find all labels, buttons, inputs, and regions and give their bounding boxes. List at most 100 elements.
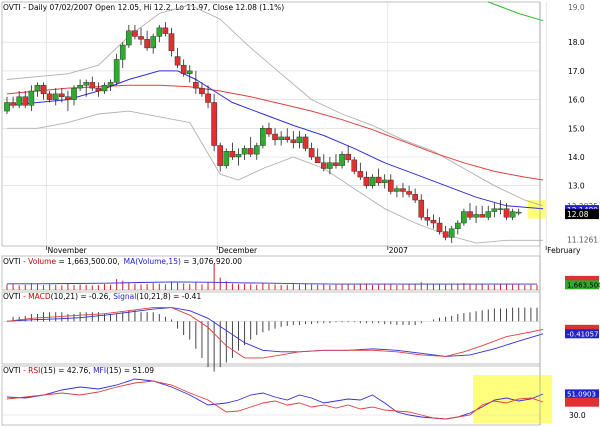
price-tag-close: 12.08 bbox=[565, 209, 599, 220]
candle-body-16 bbox=[101, 85, 108, 92]
rsi-header-symbol: OVTI bbox=[3, 366, 21, 375]
candle-body-44 bbox=[272, 133, 278, 140]
candle-body-39 bbox=[241, 148, 248, 155]
price-y-tick-label-4: 14.0 bbox=[568, 153, 585, 162]
candle-body-48 bbox=[296, 136, 303, 143]
candle-body-20 bbox=[126, 30, 132, 46]
candle-body-21 bbox=[132, 30, 138, 37]
rsi-header-params: (15) bbox=[40, 366, 55, 375]
x-axis-label-november: November bbox=[48, 246, 88, 255]
price-y-tick-label-0: 18.0 bbox=[568, 38, 585, 47]
candle-body-40 bbox=[247, 148, 254, 155]
candle-body-62 bbox=[381, 179, 388, 184]
candle-body-65 bbox=[400, 188, 406, 192]
candle-body-15 bbox=[95, 87, 102, 92]
candle-body-34 bbox=[211, 102, 217, 146]
candle-body-0 bbox=[4, 102, 10, 112]
candle-body-78 bbox=[479, 214, 485, 218]
price-panel-header: OVTI - Daily 07/02/2007 Open 12.05, Hi 1… bbox=[3, 3, 284, 12]
candle-body-29 bbox=[180, 64, 187, 74]
price-y-tick-label-3: 15.0 bbox=[568, 124, 585, 133]
candle-body-63 bbox=[387, 179, 394, 192]
mfi-tag-text: 51.0903 bbox=[567, 390, 596, 398]
candle-body-4 bbox=[28, 90, 35, 106]
price-highlight-box bbox=[527, 200, 547, 219]
volume-header-value: = 1,663,500.00, bbox=[56, 257, 120, 266]
candle-body-18 bbox=[113, 59, 120, 83]
signal-header-value: = -0.41 bbox=[171, 292, 202, 301]
candle-body-37 bbox=[229, 151, 236, 158]
candle-body-49 bbox=[302, 136, 309, 149]
x-axis-label-december: December bbox=[218, 246, 258, 255]
macd-header-value: = -0.26, bbox=[78, 292, 113, 301]
candle-body-24 bbox=[150, 36, 157, 49]
candle-body-36 bbox=[223, 151, 230, 166]
candle-body-42 bbox=[260, 128, 266, 146]
volume-ma-value: = 3,076,920.00 bbox=[181, 257, 242, 266]
mfi-line bbox=[6, 378, 544, 420]
candle-body-51 bbox=[314, 156, 321, 163]
candle-body-84 bbox=[515, 211, 522, 214]
candle-body-77 bbox=[473, 214, 479, 218]
price-header-info: - Daily 07/02/2007 Open 12.05, Hi 12.2, … bbox=[21, 3, 285, 12]
candle-body-2 bbox=[16, 96, 22, 106]
candle-body-57 bbox=[351, 159, 358, 172]
candle-body-23 bbox=[144, 39, 150, 49]
volume-ma-label: MA(Volume,15) bbox=[124, 257, 181, 266]
mfi-header-value: = 51.09 bbox=[121, 366, 154, 375]
candle-body-80 bbox=[491, 208, 498, 212]
candle-body-22 bbox=[138, 36, 144, 40]
candle-body-26 bbox=[162, 27, 169, 34]
x-axis-label-2007: 2007 bbox=[389, 246, 408, 255]
signal-header-params: (10,21,8) bbox=[136, 292, 171, 301]
candle-body-3 bbox=[22, 96, 29, 106]
candle-body-70 bbox=[430, 219, 437, 224]
candle-body-6 bbox=[40, 85, 47, 95]
candle-body-58 bbox=[357, 171, 364, 178]
candle-body-73 bbox=[448, 228, 455, 238]
candle-body-59 bbox=[363, 176, 370, 186]
rsi-y-tick-30: 30.0 bbox=[569, 411, 586, 420]
candle-body-33 bbox=[205, 93, 211, 103]
candle-body-31 bbox=[193, 82, 199, 89]
candle-body-19 bbox=[119, 44, 126, 60]
volume-header-label: - Volume bbox=[21, 257, 57, 266]
candle-body-8 bbox=[52, 93, 59, 100]
candle-body-74 bbox=[455, 222, 461, 229]
candle-body-13 bbox=[83, 82, 89, 86]
candle-body-71 bbox=[436, 222, 443, 232]
candle-body-45 bbox=[278, 136, 284, 140]
candle-body-35 bbox=[217, 145, 224, 166]
candle-body-66 bbox=[406, 191, 412, 195]
x-axis-label-february: February bbox=[547, 246, 581, 255]
candle-body-67 bbox=[412, 194, 418, 201]
candle-body-50 bbox=[308, 148, 315, 158]
price-tag-close-text: 12.08 bbox=[567, 210, 589, 219]
candle-body-76 bbox=[467, 211, 473, 218]
price-tag-bb-lower-text: 11.1261 bbox=[567, 235, 598, 244]
macd-panel-header: OVTI - MACD(10,21) = -0.26, Signal(10,21… bbox=[3, 292, 201, 301]
rsi-panel-header: OVTI - RSI(15) = 42.76, MFI(15) = 51.09 bbox=[3, 366, 154, 375]
candle-body-30 bbox=[186, 70, 193, 74]
candle-body-68 bbox=[418, 199, 425, 218]
price-header-symbol: OVTI bbox=[3, 3, 21, 12]
macd-tag-signal-text: -0.41057 bbox=[567, 330, 598, 338]
chart-marks: 18.0 17.0 16.0 15.0 14.0 13.0 bbox=[1, 1, 585, 426]
candle-body-1 bbox=[10, 102, 16, 106]
volume-tag-value-text: 1,663,500 bbox=[567, 281, 600, 289]
macd-header-label: - MACD bbox=[21, 292, 51, 301]
candle-body-10 bbox=[65, 96, 71, 100]
rsi-highlight-box bbox=[473, 375, 553, 423]
macd-header-params: (10,21) bbox=[51, 292, 78, 301]
candle-body-43 bbox=[266, 128, 272, 135]
price-tag-bb-lower: 11.1261 bbox=[565, 234, 599, 245]
candle-body-28 bbox=[174, 56, 181, 66]
candle-body-11 bbox=[71, 87, 77, 100]
candle-body-56 bbox=[345, 153, 351, 161]
candle-body-60 bbox=[369, 176, 376, 186]
candle-body-82 bbox=[503, 208, 510, 218]
bollinger-upper-line bbox=[6, 4, 544, 207]
candle-body-61 bbox=[375, 176, 382, 184]
candle-body-47 bbox=[290, 139, 297, 143]
